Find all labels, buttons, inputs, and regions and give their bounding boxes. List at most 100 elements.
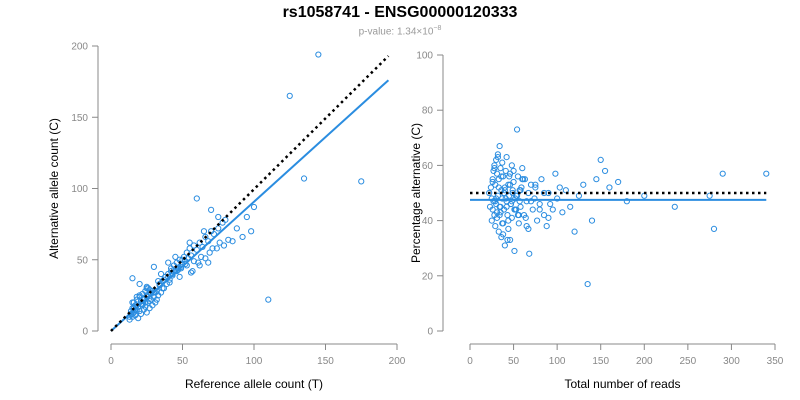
right-data-point bbox=[503, 203, 510, 210]
right-data-point bbox=[601, 167, 609, 175]
right-data-point bbox=[529, 206, 536, 213]
left-data-point bbox=[136, 280, 143, 288]
left-data-point bbox=[146, 297, 153, 305]
left-data-point bbox=[177, 265, 185, 272]
right-data-point bbox=[522, 214, 529, 221]
right-data-point bbox=[517, 203, 524, 210]
right-data-point bbox=[520, 176, 527, 183]
right-data-point bbox=[496, 142, 503, 150]
right-data-point bbox=[516, 198, 523, 205]
p-value-exponent: −8 bbox=[433, 25, 442, 32]
left-data-point bbox=[216, 239, 223, 246]
right-data-point bbox=[491, 162, 498, 169]
right-data-point bbox=[536, 200, 543, 208]
right-data-point bbox=[519, 165, 526, 172]
left-data-point bbox=[220, 242, 228, 249]
right-x-tick-label: 0 bbox=[467, 356, 473, 367]
left-scatter-panel: 0 50 100 150 200 0 50 100 150 200 Reference allele… bbox=[47, 42, 406, 392]
left-data-point bbox=[250, 203, 258, 211]
right-data-point bbox=[508, 214, 515, 221]
left-data-point bbox=[358, 178, 365, 185]
left-data-point bbox=[143, 309, 150, 316]
right-data-point bbox=[556, 184, 563, 191]
right-data-point bbox=[501, 242, 508, 249]
left-x-tick-label: 150 bbox=[317, 356, 334, 367]
left-data-point bbox=[186, 245, 193, 252]
left-data-point bbox=[215, 225, 222, 232]
right-data-point bbox=[545, 214, 552, 221]
left-data-point bbox=[137, 310, 145, 317]
left-data-point bbox=[129, 275, 136, 282]
right-data-point bbox=[525, 225, 532, 232]
right-data-point bbox=[593, 176, 600, 183]
right-data-point bbox=[567, 203, 574, 210]
right-data-point bbox=[710, 225, 718, 232]
right-data-point bbox=[499, 220, 506, 227]
right-data-point bbox=[571, 228, 578, 235]
right-data-point bbox=[493, 209, 501, 216]
right-y-tick-label: 80 bbox=[422, 106, 434, 117]
right-data-point bbox=[495, 184, 502, 191]
left-data-point bbox=[150, 263, 157, 270]
left-data-point bbox=[157, 270, 165, 278]
right-y-tick-label: 60 bbox=[422, 161, 434, 172]
left-data-point bbox=[286, 92, 293, 99]
right-data-point bbox=[536, 206, 543, 213]
right-data-point bbox=[559, 209, 566, 216]
right-data-point bbox=[540, 189, 548, 197]
chart-title: rs1058741 - ENSG00000120333 bbox=[282, 4, 518, 21]
right-data-point bbox=[584, 280, 591, 288]
right-x-tick-label: 50 bbox=[508, 356, 520, 367]
right-x-tick-label: 250 bbox=[680, 356, 697, 367]
right-data-point bbox=[487, 184, 495, 191]
right-data-point bbox=[508, 162, 515, 169]
right-data-point bbox=[489, 206, 496, 213]
left-data-point bbox=[200, 228, 208, 235]
left-data-point bbox=[205, 259, 212, 266]
left-data-point bbox=[193, 195, 200, 202]
left-data-point bbox=[176, 273, 183, 280]
right-data-point bbox=[615, 178, 622, 186]
right-data-point bbox=[499, 159, 506, 166]
right-data-point bbox=[508, 198, 515, 205]
right-data-point bbox=[588, 217, 596, 224]
left-data-point bbox=[189, 268, 196, 275]
left-data-point bbox=[206, 249, 213, 256]
right-data-point bbox=[503, 154, 510, 161]
left-data-point bbox=[172, 253, 179, 260]
left-data-point bbox=[190, 258, 198, 265]
left-data-point bbox=[202, 233, 209, 241]
right-data-point bbox=[493, 195, 500, 202]
left-data-point bbox=[243, 213, 250, 221]
left-data-point bbox=[157, 289, 165, 296]
left-data-point bbox=[300, 175, 308, 182]
right-data-point bbox=[501, 187, 508, 194]
right-data-point bbox=[606, 184, 613, 191]
left-y-axis-title: Alternative allele count (C) bbox=[47, 118, 61, 259]
right-data-point bbox=[552, 170, 559, 177]
right-data-point bbox=[513, 126, 521, 133]
left-data-point bbox=[197, 253, 205, 260]
left-data-point bbox=[213, 245, 220, 252]
right-x-tick-label: 100 bbox=[549, 356, 566, 367]
right-data-point bbox=[492, 223, 499, 230]
right-data-point bbox=[554, 195, 561, 202]
right-scatter-panel: 0 50 100 150 200 250 300 350 0 20 40 60 80 100 Total n… bbox=[409, 51, 784, 392]
right-data-point bbox=[486, 189, 493, 197]
right-data-point bbox=[504, 236, 511, 244]
right-data-point bbox=[719, 170, 726, 177]
left-data-point bbox=[225, 236, 232, 243]
right-y-tick-label: 100 bbox=[416, 51, 433, 62]
left-data-point bbox=[173, 268, 180, 275]
left-y-tick-label: 200 bbox=[71, 42, 88, 53]
right-data-point bbox=[549, 206, 556, 213]
right-data-point bbox=[505, 225, 512, 232]
left-data-point bbox=[143, 283, 150, 290]
right-data-point bbox=[532, 181, 539, 188]
right-data-point bbox=[502, 195, 509, 202]
right-data-point bbox=[500, 173, 507, 180]
right-data-point bbox=[521, 176, 529, 183]
right-x-tick-label: 200 bbox=[636, 356, 653, 367]
right-data-point bbox=[517, 187, 524, 194]
